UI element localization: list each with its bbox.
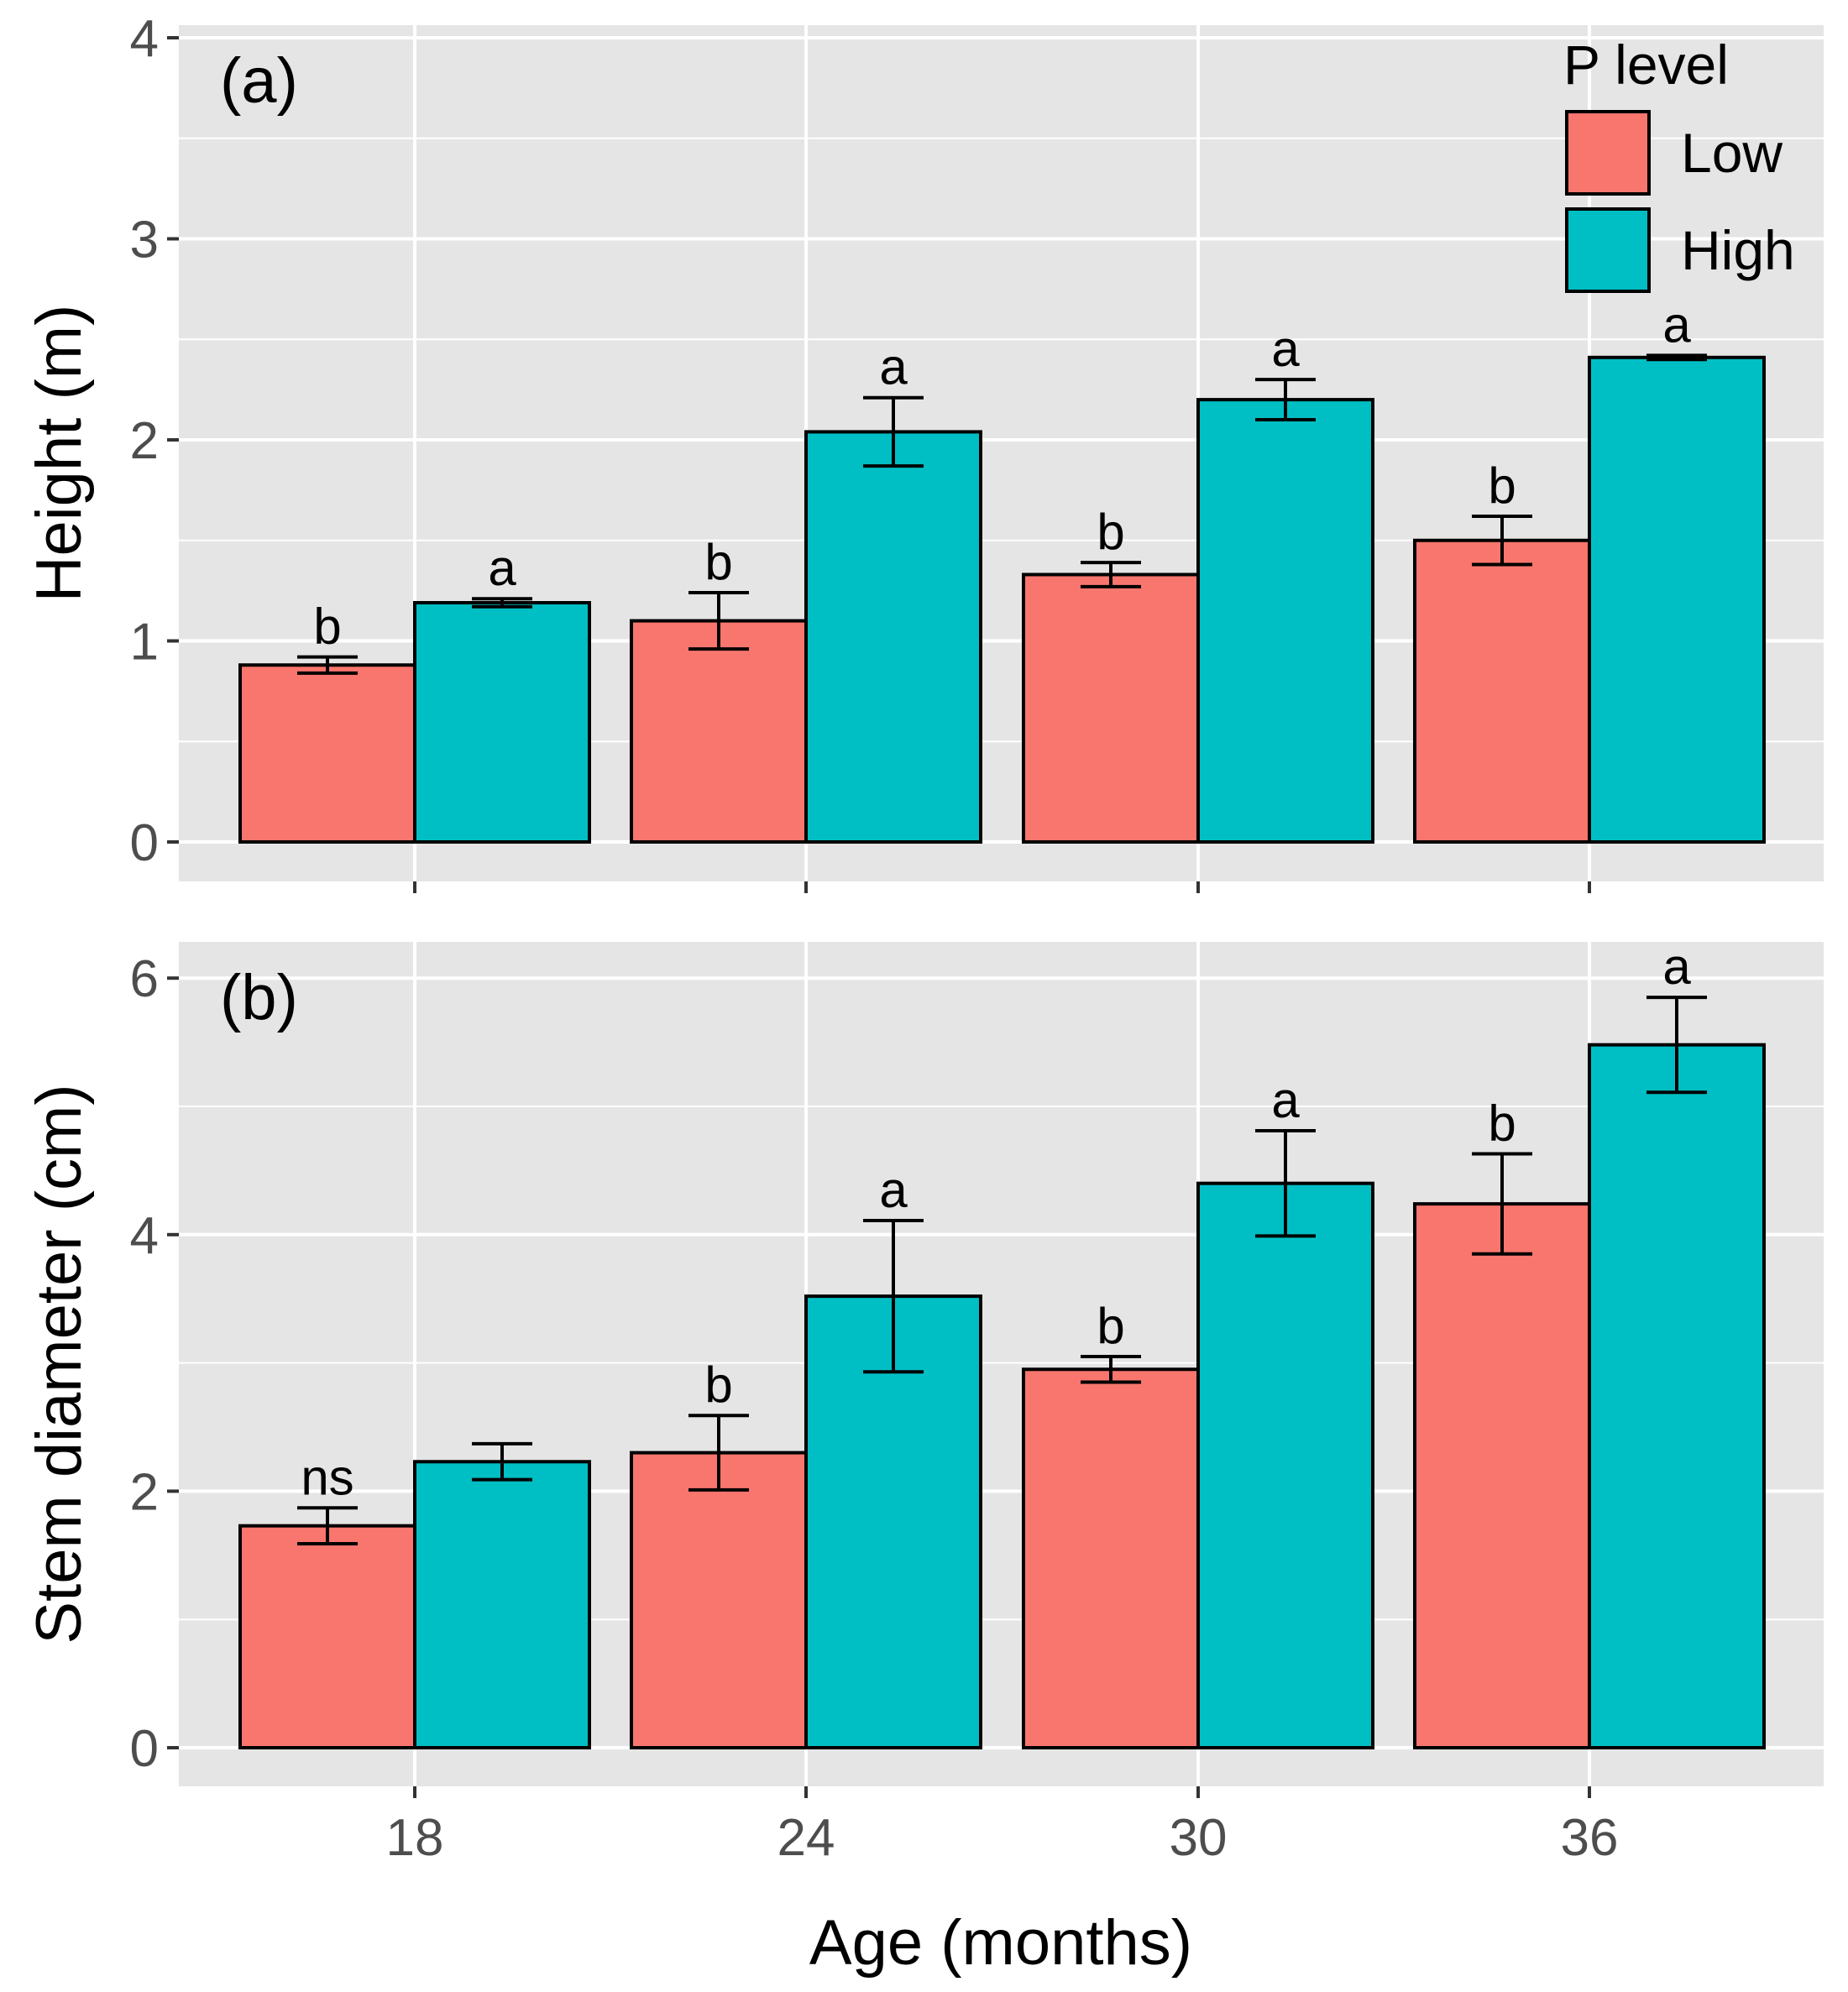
y-tick-label: 4 [130, 1207, 159, 1265]
significance-label: a [1271, 1072, 1300, 1128]
panel-a-height: 0 1 2 3 4 b b b b a a a a (a) Height (m) [24, 10, 1824, 893]
significance-label: a [1271, 321, 1300, 377]
significance-label: a [879, 1162, 908, 1218]
legend-label-high: High [1681, 219, 1795, 281]
bar-low-30 [1022, 1367, 1200, 1749]
significance-label: b [313, 599, 341, 655]
panel-label: (a) [220, 45, 298, 117]
bar-high-18 [413, 1460, 591, 1749]
significance-label: a [488, 540, 516, 596]
significance-label: ns [301, 1449, 353, 1505]
bar-low-30 [1022, 573, 1200, 844]
significance-label: b [1488, 1095, 1516, 1152]
y-tick-label: 6 [130, 950, 159, 1008]
x-axis-title: Age (months) [809, 1907, 1192, 1979]
significance-label: b [704, 534, 732, 590]
legend-title: P level [1563, 34, 1729, 96]
x-tick-label: 30 [1170, 1809, 1228, 1867]
bar-low-18 [238, 663, 416, 844]
x-tick-label: 18 [386, 1809, 444, 1867]
bar-low-36 [1413, 1202, 1591, 1750]
x-tick-label: 36 [1561, 1809, 1619, 1867]
y-axis-title: Height (m) [24, 305, 95, 603]
y-tick-label: 2 [130, 1463, 159, 1521]
y-tick-label: 3 [130, 212, 159, 269]
y-tick-label: 0 [130, 1720, 159, 1778]
bar-high-36 [1588, 355, 1766, 844]
significance-label: b [1488, 457, 1516, 514]
panel-label: (b) [220, 962, 298, 1033]
bar-high-30 [1196, 398, 1374, 844]
bar-low-36 [1413, 538, 1591, 844]
x-tick-label: 24 [777, 1809, 835, 1867]
legend-swatch-low [1565, 110, 1651, 196]
bar-low-24 [630, 619, 808, 844]
significance-label: b [704, 1357, 732, 1413]
y-axis-title: Stem diameter (cm) [24, 1084, 95, 1644]
bar-high-36 [1588, 1043, 1766, 1749]
y-tick-label: 0 [130, 814, 159, 872]
bar-low-24 [630, 1451, 808, 1750]
bar-low-18 [238, 1524, 416, 1749]
y-tick-label: 4 [130, 10, 159, 68]
bar-high-30 [1196, 1181, 1374, 1750]
y-tick-label: 1 [130, 614, 159, 672]
significance-label: a [1662, 296, 1691, 353]
legend-swatch-high [1565, 207, 1651, 293]
bar-high-18 [413, 600, 591, 844]
significance-label: b [1097, 1298, 1124, 1354]
significance-label: a [1662, 938, 1691, 995]
significance-label: a [879, 339, 908, 395]
significance-label: b [1097, 504, 1124, 560]
y-tick-label: 2 [130, 412, 159, 470]
legend: P level Low High [1563, 34, 1795, 293]
bar-high-24 [804, 430, 982, 844]
legend-label-low: Low [1681, 122, 1783, 184]
